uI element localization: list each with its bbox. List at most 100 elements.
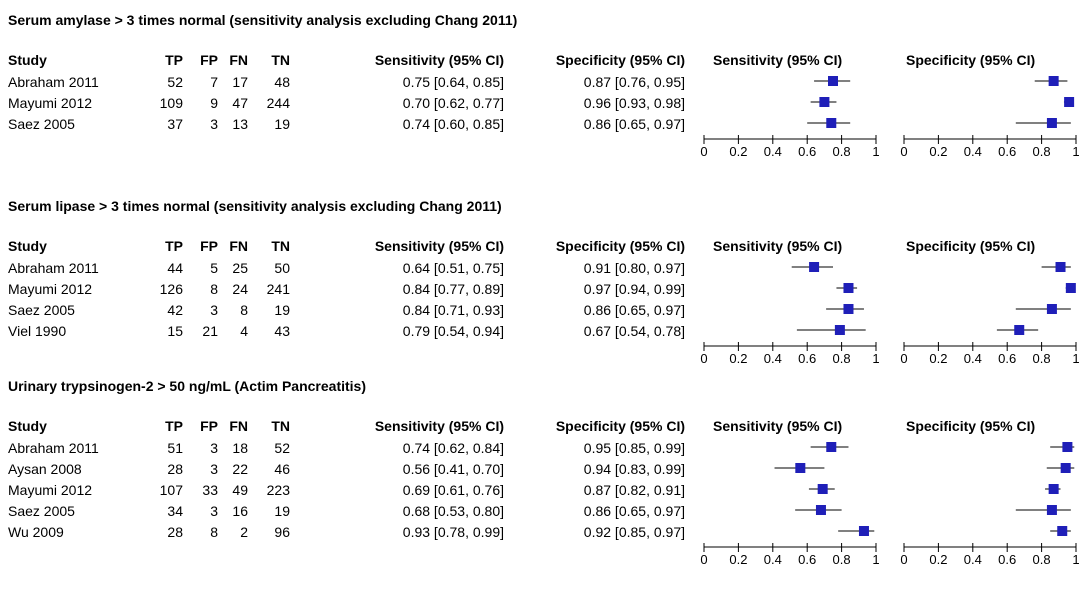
col-header-tn: TN (271, 52, 290, 68)
specificity-axis-tick-label: 0.4 (964, 144, 982, 159)
sensitivity-point-marker (834, 325, 845, 335)
row-specificity-ci: 0.92 [0.85, 0.97] (583, 524, 685, 540)
row-specificity-ci: 0.87 [0.82, 0.91] (583, 482, 685, 498)
sensitivity-axis-tick-label: 0 (700, 144, 707, 159)
sensitivity-axis-tick-label: 0.6 (798, 144, 816, 159)
specificity-point-marker (1065, 283, 1076, 293)
row-study: Abraham 2011 (8, 74, 99, 90)
col-header-fp: FP (200, 238, 218, 254)
sensitivity-point-marker (795, 463, 806, 473)
row-fn: 13 (232, 116, 248, 132)
specificity-axis-tick-label: 0.8 (1033, 552, 1051, 567)
col-header-tn: TN (271, 418, 290, 434)
row-study: Abraham 2011 (8, 440, 99, 456)
row-fp: 3 (210, 503, 218, 519)
row-study: Aysan 2008 (8, 461, 82, 477)
plot-header-sensitivity: Sensitivity (95% CI) (713, 52, 843, 68)
row-sensitivity-ci: 0.84 [0.71, 0.93] (402, 302, 504, 318)
row-tp: 37 (167, 116, 183, 132)
section-title: Urinary trypsinogen-2 > 50 ng/mL (Actim … (8, 378, 367, 394)
specificity-point-marker (1064, 97, 1075, 107)
row-tn: 19 (274, 302, 290, 318)
row-tn: 19 (274, 503, 290, 519)
sensitivity-axis-tick-label: 0.2 (729, 351, 747, 366)
row-study: Viel 1990 (8, 323, 67, 339)
row-fp: 9 (210, 95, 218, 111)
row-sensitivity-ci: 0.75 [0.64, 0.85] (402, 74, 504, 90)
row-specificity-ci: 0.95 [0.85, 0.99] (583, 440, 685, 456)
specificity-axis-tick-label: 0.8 (1033, 144, 1051, 159)
sensitivity-axis-tick-label: 0.6 (798, 351, 816, 366)
specificity-axis-tick-label: 0.2 (929, 351, 947, 366)
row-sensitivity-ci: 0.69 [0.61, 0.76] (402, 482, 504, 498)
row-tp: 126 (159, 281, 183, 297)
specificity-axis-tick-label: 0.6 (998, 351, 1016, 366)
specificity-axis-tick-label: 0 (900, 144, 907, 159)
sensitivity-point-marker (858, 526, 869, 536)
col-header-tn: TN (271, 238, 290, 254)
sensitivity-axis-tick-label: 1 (872, 351, 879, 366)
col-header-fn: FN (229, 52, 248, 68)
specificity-point-marker (1046, 118, 1057, 128)
row-tp: 51 (167, 440, 183, 456)
row-sensitivity-ci: 0.84 [0.77, 0.89] (402, 281, 504, 297)
col-header-sensitivity: Sensitivity (95% CI) (374, 238, 504, 254)
row-fp: 3 (210, 461, 218, 477)
row-fn: 49 (232, 482, 248, 498)
sensitivity-point-marker (828, 76, 838, 86)
row-specificity-ci: 0.96 [0.93, 0.98] (583, 95, 685, 111)
row-study: Saez 2005 (8, 116, 75, 132)
sensitivity-point-marker (817, 484, 828, 494)
sensitivity-axis-tick-label: 0.2 (729, 552, 747, 567)
section-title: Serum lipase > 3 times normal (sensitivi… (8, 198, 502, 214)
row-specificity-ci: 0.94 [0.83, 0.99] (583, 461, 685, 477)
plot-header-sensitivity: Sensitivity (95% CI) (713, 238, 843, 254)
sensitivity-axis-tick-label: 1 (872, 552, 879, 567)
specificity-point-marker (1062, 442, 1073, 452)
specificity-axis-tick-label: 0.6 (998, 144, 1016, 159)
row-tn: 46 (274, 461, 290, 477)
section-title: Serum amylase > 3 times normal (sensitiv… (8, 12, 518, 28)
row-fn: 25 (232, 260, 248, 276)
col-header-study: Study (8, 52, 47, 68)
row-tp: 15 (167, 323, 183, 339)
row-specificity-ci: 0.87 [0.76, 0.95] (583, 74, 685, 90)
col-header-fn: FN (229, 238, 248, 254)
row-fp: 33 (202, 482, 218, 498)
row-fn: 24 (232, 281, 248, 297)
sensitivity-axis-tick-label: 0 (700, 552, 707, 567)
row-fn: 2 (240, 524, 248, 540)
row-study: Wu 2009 (8, 524, 64, 540)
row-tn: 48 (274, 74, 290, 90)
row-fn: 16 (232, 503, 248, 519)
col-header-tp: TP (165, 418, 183, 434)
row-tp: 52 (167, 74, 183, 90)
specificity-axis-tick-label: 0.4 (964, 552, 982, 567)
plot-header-specificity: Specificity (95% CI) (906, 238, 1036, 254)
row-tp: 42 (167, 302, 183, 318)
specificity-axis-tick-label: 0 (900, 351, 907, 366)
sensitivity-point-marker (843, 283, 854, 293)
row-fp: 3 (210, 440, 218, 456)
specificity-point-marker (1048, 484, 1059, 494)
row-tn: 19 (274, 116, 290, 132)
col-header-specificity: Specificity (95% CI) (555, 418, 685, 434)
row-specificity-ci: 0.97 [0.94, 0.99] (583, 281, 685, 297)
specificity-point-marker (1046, 304, 1057, 314)
sensitivity-axis-tick-label: 0.8 (833, 351, 851, 366)
row-tp: 28 (167, 524, 183, 540)
sensitivity-point-marker (826, 118, 837, 128)
sensitivity-point-marker (826, 442, 837, 452)
row-fn: 18 (232, 440, 248, 456)
row-fp: 3 (210, 116, 218, 132)
specificity-axis-tick-label: 0.2 (929, 552, 947, 567)
sensitivity-axis-tick-label: 0.4 (764, 552, 782, 567)
sensitivity-point-marker (843, 304, 854, 314)
row-fp: 5 (210, 260, 218, 276)
row-study: Mayumi 2012 (8, 482, 93, 498)
sensitivity-axis-tick-label: 0.4 (764, 144, 782, 159)
row-tp: 34 (167, 503, 183, 519)
specificity-point-marker (1046, 505, 1057, 515)
specificity-axis-tick-label: 0.2 (929, 144, 947, 159)
plot-header-specificity: Specificity (95% CI) (906, 52, 1036, 68)
